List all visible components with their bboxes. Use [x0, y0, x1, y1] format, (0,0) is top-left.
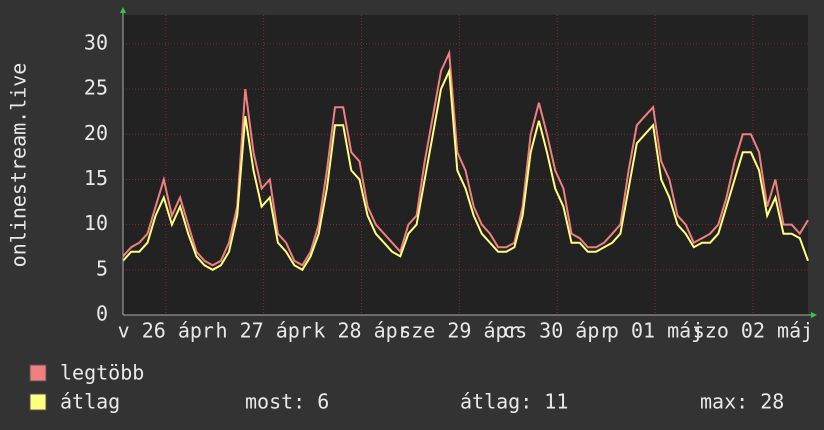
y-tick-label: 5 [96, 256, 108, 280]
x-tick-label: cs 30 ápr [503, 319, 611, 343]
stat: most: 6 [245, 390, 329, 414]
lines [122, 49, 809, 272]
y-tick-label: 15 [84, 166, 108, 190]
x-tick-label: p 01 máj [607, 319, 703, 343]
stat: max: 28 [700, 390, 784, 414]
stat: átlag: 11 [460, 390, 568, 414]
grid [123, 15, 808, 316]
x-tick-label: v 26 ápr [118, 319, 214, 343]
y-tick-label: 0 [96, 302, 108, 326]
y-tick-label: 30 [84, 30, 108, 54]
axis-arrow [811, 312, 817, 318]
y-tick-label: 20 [84, 121, 108, 145]
x-tick-label: sze 29 ápr [399, 319, 519, 343]
y-axis-label: onlinestream.live [7, 63, 31, 268]
legend-label: átlag [60, 390, 120, 414]
legend-swatch [29, 364, 47, 382]
y-tick-label: 10 [84, 211, 108, 235]
x-tick-label: h 27 ápr [216, 319, 312, 343]
x-tick-label: szo 02 máj [693, 319, 813, 343]
series-line [122, 67, 809, 272]
plot-area [123, 15, 808, 315]
y-tick-label: 25 [84, 76, 108, 100]
legend-label: legtöbb [60, 361, 144, 385]
legend-swatch [29, 393, 47, 411]
x-tick-label: k 28 ápr [313, 319, 409, 343]
axis-arrow [120, 7, 126, 13]
